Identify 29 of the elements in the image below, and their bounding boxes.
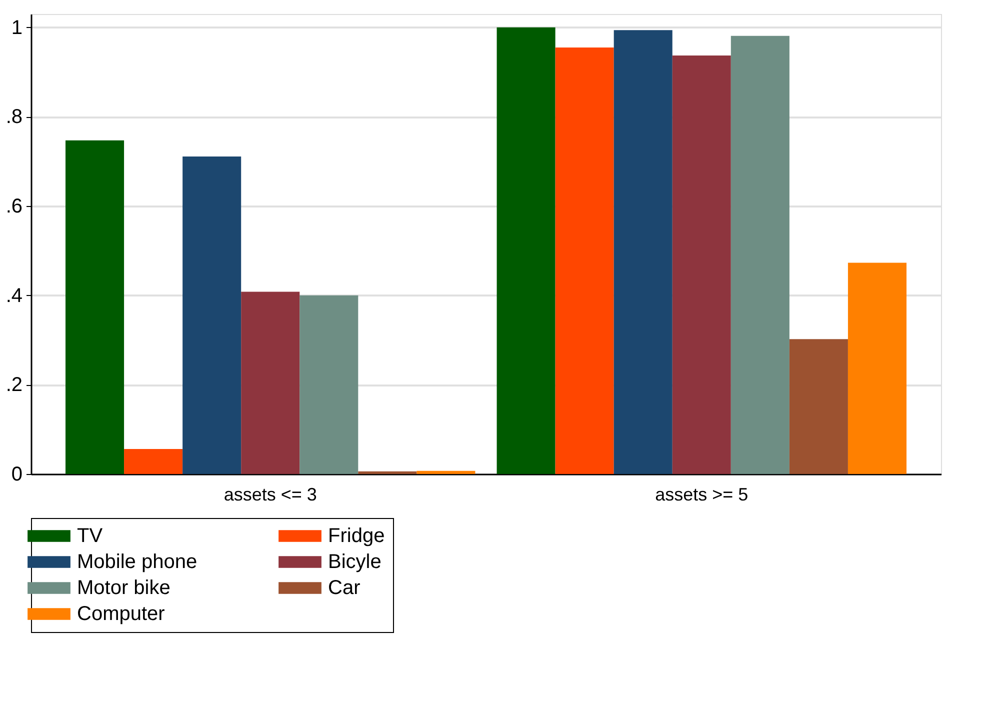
legend-label: Mobile phone: [77, 551, 198, 573]
y-tick-label: .4: [6, 284, 22, 307]
legend-label: Bicyle: [328, 551, 382, 573]
bar: [358, 471, 417, 474]
y-tick-label: 0: [11, 464, 22, 486]
legend-label: Car: [328, 577, 361, 599]
legend-label: TV: [77, 525, 104, 547]
bar: [672, 56, 731, 474]
bar: [555, 47, 614, 474]
bar: [300, 295, 358, 474]
bar: [182, 156, 242, 474]
bar: [848, 262, 906, 474]
bar: [66, 140, 124, 474]
y-tick-label: .6: [6, 196, 22, 218]
bar: [241, 292, 300, 474]
bar: [496, 27, 556, 474]
y-tick-label: .2: [6, 374, 22, 396]
bar: [789, 339, 848, 474]
bar: [614, 30, 672, 474]
legend-label: Motor bike: [77, 577, 170, 599]
x-tick-label: assets >= 5: [655, 484, 748, 504]
y-tick-label: .8: [6, 106, 22, 128]
bar: [124, 448, 183, 474]
legend-label: Computer: [77, 603, 166, 625]
legend-label: Fridge: [328, 525, 385, 547]
bar: [730, 36, 790, 474]
bar: [416, 470, 476, 474]
x-tick-label: assets <= 3: [224, 484, 317, 504]
y-tick-label: 1: [11, 16, 22, 39]
